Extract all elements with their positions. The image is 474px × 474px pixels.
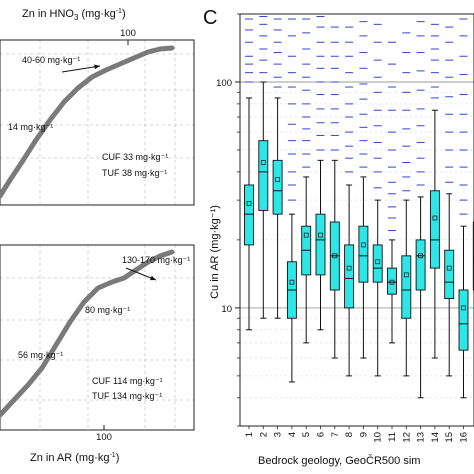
panel-c-x-tick-label: 12 — [401, 432, 412, 443]
box-4 — [286, 18, 297, 383]
bottom-left-tick-100: 100 — [96, 432, 112, 443]
box-5-mean — [303, 232, 309, 238]
box-13-iqr — [415, 239, 426, 291]
box-14-mean — [432, 215, 438, 221]
box-10 — [372, 23, 383, 377]
bottom-left-annotation-130-170: 130-170 mg·kg⁻¹ — [122, 255, 190, 265]
box-8-mean — [346, 265, 352, 271]
box-15-mean — [446, 265, 452, 271]
box-10-mean — [375, 259, 381, 265]
panel-c-y-tick-label: 10 — [221, 304, 232, 315]
panel-c-x-tick-label: 3 — [273, 432, 284, 437]
panel-bottom-left: 130-170 mg·kg⁻¹ 80 mg·kg⁻¹ 56 mg·kg⁻¹ CU… — [0, 244, 195, 464]
box-15-iqr — [444, 249, 455, 299]
panel-c-x-tick-label: 2 — [258, 432, 269, 437]
box-12-iqr — [401, 255, 412, 319]
bottom-left-annotation-arrowhead — [150, 275, 156, 281]
box-6-mean — [318, 232, 323, 238]
bottom-left-cumulative-curve — [0, 249, 175, 418]
top-left-frame — [0, 39, 195, 206]
top-left-annotation-cuf: CUF 33 mg·kg⁻¹ — [102, 152, 168, 162]
panel-c-x-tick-label: 16 — [459, 432, 470, 443]
box-2 — [258, 15, 269, 319]
box-11-iqr — [387, 267, 397, 295]
panel-c-x-tick-label: 10 — [373, 432, 384, 443]
panel-c-xlabel: Bedrock geology, GeoČR500 sim — [258, 454, 420, 467]
box-7-mean — [332, 253, 338, 259]
box-14-iqr — [429, 190, 440, 269]
top-left-annotation-14: 14 mg·kg⁻¹ — [8, 122, 53, 132]
box-1-mean — [246, 201, 252, 206]
box-3-mean — [275, 177, 280, 182]
box-11-mean — [389, 279, 395, 285]
box-9 — [358, 21, 369, 359]
box-7 — [329, 26, 340, 359]
box-3-iqr — [272, 159, 283, 215]
panel-c-y-tick-label: 100 — [216, 78, 232, 89]
panel-c-x-tick-label: 5 — [301, 432, 312, 437]
box-11 — [387, 41, 397, 344]
panel-c-x-tick-label: 17 — [473, 432, 474, 443]
panel-c-frame — [239, 13, 474, 427]
panel-c-x-tick-label: 9 — [358, 432, 369, 437]
top-left-annotation-arrow — [61, 65, 101, 73]
box-4-mean — [289, 279, 295, 285]
box-12-mean — [403, 272, 409, 278]
box-6 — [315, 15, 326, 331]
panel-c-x-tick-label: 13 — [416, 432, 427, 443]
top-left-annotation-arrowhead — [94, 64, 100, 70]
box-16-mean — [461, 305, 466, 311]
box-9-mean — [361, 242, 366, 248]
bottom-left-xlabel: Zn in AR (mg·kg-1) — [30, 452, 119, 464]
panel-c-label: C — [203, 7, 217, 29]
panel-c-ylabel: Cu in AR (mg·kg⁻¹) — [209, 205, 221, 299]
panel-c-x-tick-label: 4 — [287, 432, 298, 437]
panel-c-x-tick-label: 7 — [330, 432, 341, 437]
top-left-cumulative-curve — [0, 45, 175, 199]
bottom-left-annotation-cuf: CUF 114 mg·kg⁻¹ — [92, 376, 163, 386]
box-12 — [401, 32, 412, 377]
bottom-left-frame — [0, 244, 195, 431]
box-8 — [344, 26, 355, 377]
box-1 — [244, 18, 254, 331]
box-9-iqr — [358, 225, 369, 283]
panel-c-x-tick-label: 1 — [244, 432, 255, 437]
bottom-left-annotation-56: 56 mg·kg⁻¹ — [18, 350, 63, 360]
panel-c-x-tick-label: 14 — [430, 432, 441, 443]
top-left-xlabel: Zn in HNO3 (mg·kg-1) — [22, 8, 126, 22]
panel-top-left: Zn in HNO3 (mg·kg-1) 100 40-60 mg·kg⁻¹ 1… — [0, 8, 195, 206]
box-2-iqr — [258, 140, 269, 211]
box-8-iqr — [344, 244, 355, 309]
panel-c-x-tick-label: 8 — [344, 432, 355, 437]
panel-c-x-tick-label: 6 — [316, 432, 327, 437]
panel-c-x-tick-label: 11 — [387, 432, 398, 442]
box-3 — [272, 18, 283, 319]
box-13 — [415, 21, 426, 399]
box-14 — [429, 23, 440, 359]
box-6-iqr — [315, 213, 326, 276]
bottom-left-annotation-tuf: TUF 134 mg·kg⁻¹ — [92, 391, 162, 401]
box-16 — [458, 18, 469, 399]
box-16-iqr — [458, 289, 469, 351]
top-left-annotation-tuf: TUF 38 mg·kg⁻¹ — [102, 168, 167, 178]
top-left-tick-100: 100 — [120, 28, 136, 39]
box-1-iqr — [244, 184, 254, 246]
bottom-left-annotation-80: 80 mg·kg⁻¹ — [85, 305, 130, 315]
top-left-annotation-40-60: 40-60 mg·kg⁻¹ — [22, 55, 80, 65]
box-15 — [444, 26, 455, 377]
box-5 — [301, 18, 312, 344]
box-2-mean — [260, 160, 266, 165]
box-13-mean — [418, 253, 423, 259]
panel-c-x-tick-label: 15 — [444, 432, 455, 443]
